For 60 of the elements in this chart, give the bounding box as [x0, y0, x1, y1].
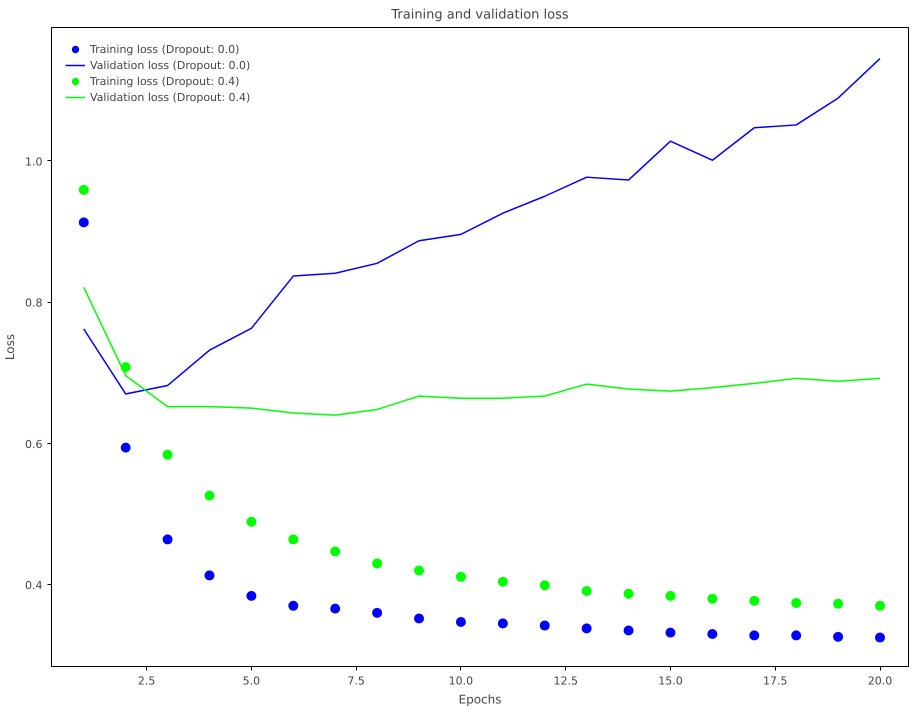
x-tick-label: 2.5 — [138, 674, 156, 688]
chart-title: Training and validation loss — [390, 8, 569, 22]
point — [162, 450, 173, 460]
x-tick-label: 15.0 — [658, 674, 683, 688]
point — [791, 630, 802, 640]
point — [540, 580, 550, 590]
point — [78, 184, 89, 195]
point — [707, 629, 718, 640]
point — [498, 576, 508, 587]
legend-label: Validation loss (Dropout: 0.0) — [90, 58, 250, 73]
line-series — [83, 58, 881, 395]
point — [665, 628, 676, 638]
point — [204, 570, 214, 580]
x-tick-label: 5.0 — [242, 674, 260, 688]
point — [162, 534, 173, 544]
line-series — [83, 286, 881, 416]
point — [624, 588, 634, 599]
y-tick-label: 0.6 — [25, 438, 43, 451]
x-tick-label: 10.0 — [448, 674, 474, 688]
y-tick-label: 0.8 — [25, 296, 43, 310]
x-tick-label: 20.0 — [868, 674, 892, 688]
point — [498, 618, 508, 628]
point — [456, 617, 466, 628]
legend-label: Training loss (Dropout: 0.4) — [90, 74, 240, 89]
point — [330, 546, 340, 556]
point — [330, 604, 340, 614]
x-tick-label: 17.5 — [762, 674, 788, 688]
point — [833, 632, 844, 642]
y-axis-title: Loss — [3, 334, 18, 360]
legend-label: Validation loss (Dropout: 0.4) — [90, 90, 250, 105]
point — [288, 534, 298, 544]
point — [246, 516, 256, 527]
point — [414, 613, 424, 624]
x-axis-title: Epochs — [458, 692, 502, 706]
point — [749, 596, 760, 606]
point — [833, 598, 844, 609]
point — [288, 600, 298, 611]
point — [78, 217, 89, 228]
point — [582, 623, 592, 634]
point — [582, 586, 592, 596]
point — [372, 558, 382, 568]
point — [246, 590, 256, 601]
point — [624, 626, 634, 636]
y-tick-label: 0.4 — [25, 579, 43, 592]
point — [665, 590, 676, 601]
point — [707, 594, 718, 604]
point — [749, 630, 760, 640]
point — [414, 565, 424, 576]
x-tick-label: 7.5 — [347, 674, 365, 688]
point — [456, 572, 466, 582]
point — [540, 620, 550, 631]
x-tick-label: 12.5 — [553, 674, 578, 688]
point — [875, 632, 886, 643]
point — [120, 442, 131, 453]
point — [875, 600, 886, 611]
point — [204, 490, 214, 501]
point — [791, 598, 802, 608]
legend-label: Training loss (Dropout: 0.0) — [90, 42, 240, 57]
point — [372, 608, 382, 618]
y-tick-label: 1.0 — [25, 155, 43, 168]
